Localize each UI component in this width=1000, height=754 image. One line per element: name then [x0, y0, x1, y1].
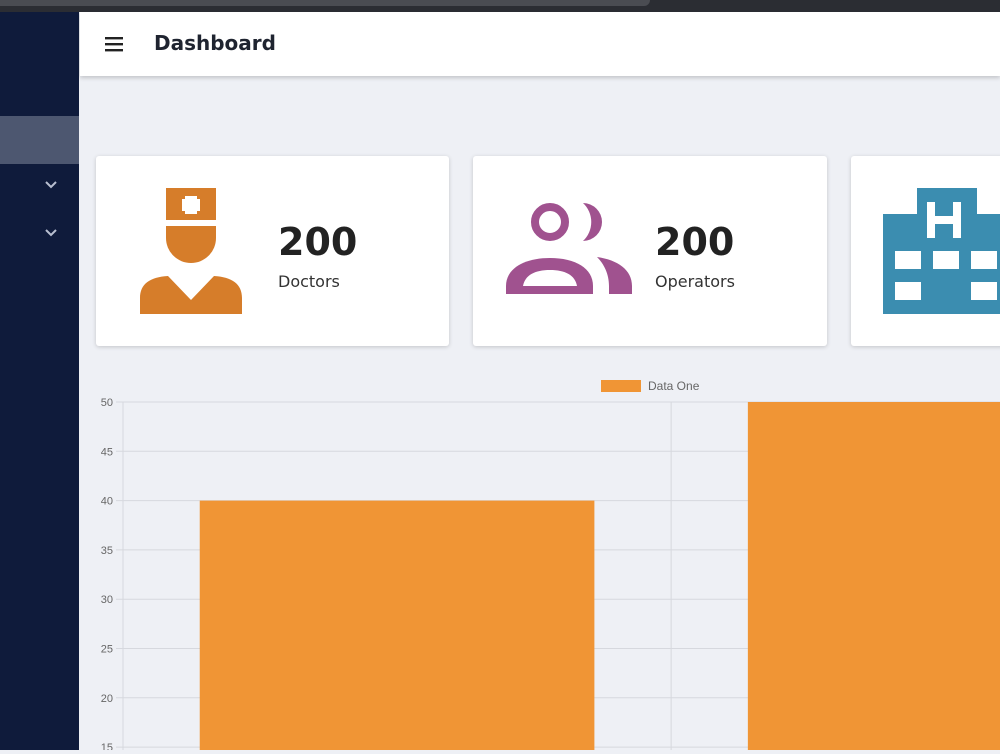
operators-label: Operators — [655, 272, 735, 291]
y-tick-label: 40 — [101, 496, 113, 508]
doctors-count: 200 — [278, 220, 358, 264]
y-tick-label: 35 — [101, 545, 113, 557]
browser-tab-bar — [0, 0, 650, 6]
operators-count: 200 — [655, 220, 735, 264]
page-title: Dashboard — [154, 31, 276, 55]
stat-card-doctors: 200 Doctors — [96, 156, 449, 346]
stat-card-hospitals — [851, 156, 1000, 346]
doctor-icon — [140, 188, 242, 314]
stat-card-operators: 200 Operators — [473, 156, 827, 346]
chevron-down-icon[interactable] — [44, 178, 58, 192]
y-tick-label: 15 — [101, 742, 113, 750]
sidebar-item-active[interactable] — [0, 116, 79, 164]
menu-icon[interactable] — [102, 34, 126, 54]
y-tick-label: 30 — [101, 594, 113, 606]
legend-label: Data One — [648, 379, 700, 393]
sidebar-item-expandable-2[interactable] — [0, 212, 79, 260]
y-tick-label: 20 — [101, 693, 113, 705]
sidebar — [0, 12, 79, 750]
doctors-label: Doctors — [278, 272, 340, 291]
hospital-icon — [883, 188, 1000, 314]
users-icon — [506, 203, 632, 294]
bar-data-one — [747, 402, 1000, 750]
bar-chart-svg: 15 20 25 30 35 40 45 50 Data One — [101, 379, 1000, 754]
y-tick-label: 25 — [101, 644, 113, 656]
bar-data-one — [199, 500, 595, 750]
sidebar-item-expandable-1[interactable] — [0, 164, 79, 212]
y-tick-label: 50 — [101, 397, 113, 409]
bar-chart: 15 20 25 30 35 40 45 50 Data One — [80, 370, 1000, 754]
browser-frame — [0, 0, 1000, 12]
top-app-bar: Dashboard — [80, 12, 1000, 76]
chevron-down-icon[interactable] — [44, 226, 58, 240]
y-tick-label: 45 — [101, 446, 113, 458]
legend-swatch — [601, 380, 641, 392]
